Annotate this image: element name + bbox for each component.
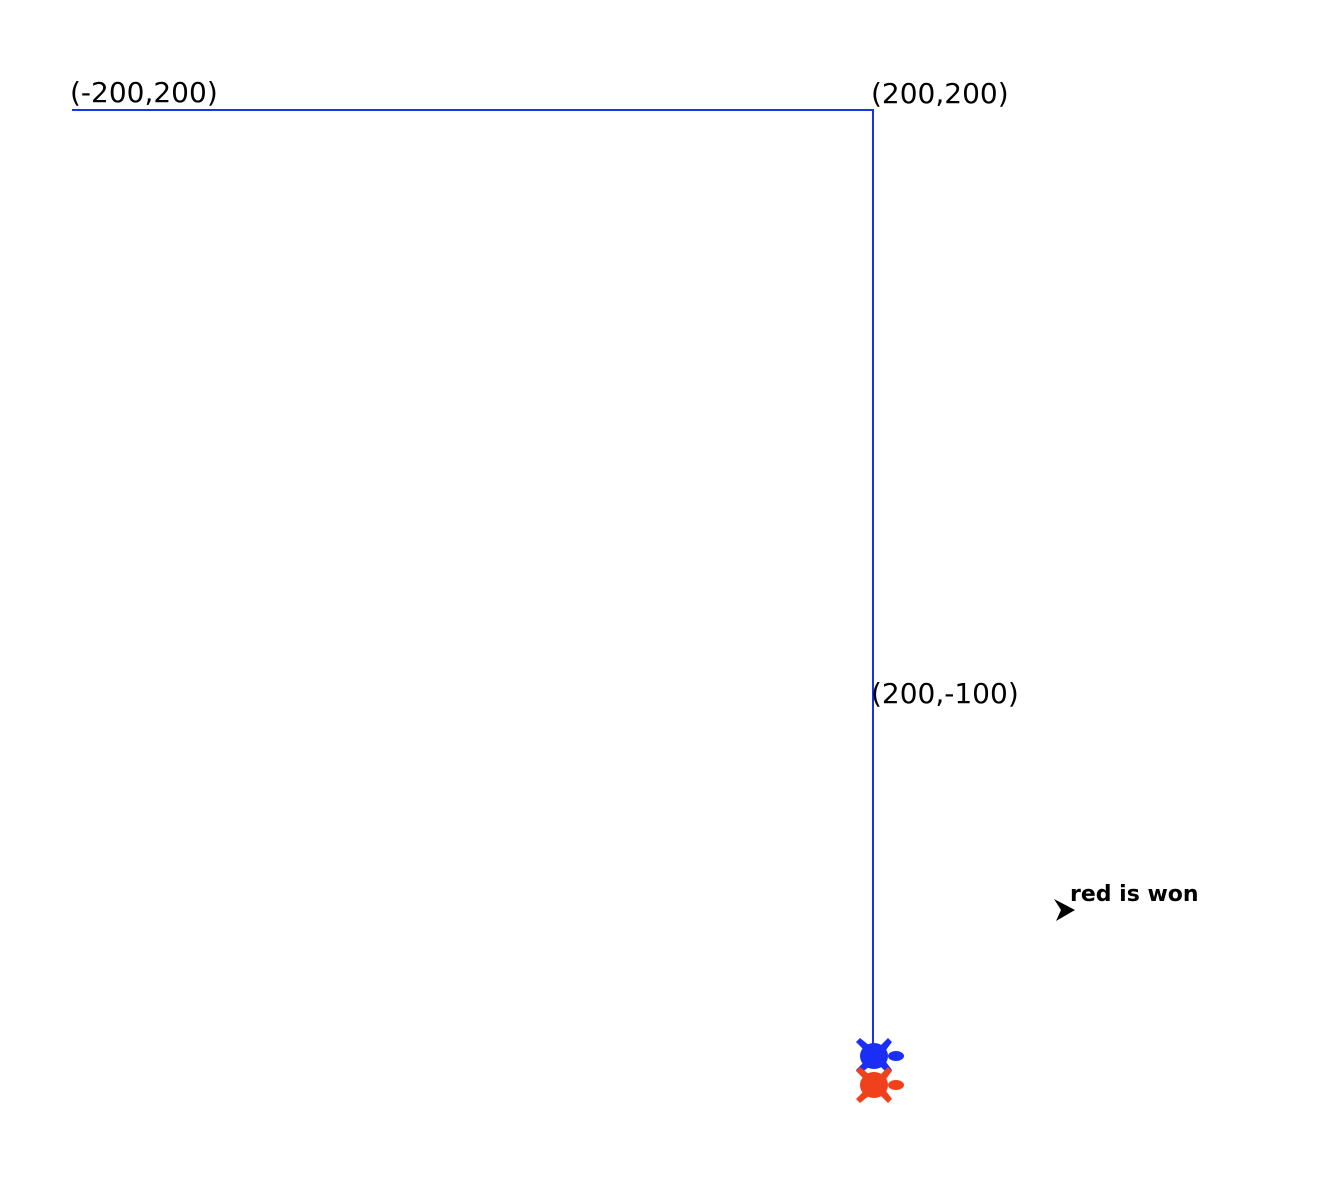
red-turtle-icon [856, 1067, 904, 1103]
blue-turtle-icon [856, 1038, 904, 1074]
track-path [72, 109, 874, 1052]
label-top-right: (200,200) [871, 77, 1009, 110]
label-mid-right: (200,-100) [871, 677, 1019, 710]
arrow-cursor-icon [1054, 899, 1075, 921]
label-top-left: (-200,200) [70, 76, 218, 109]
win-status-text: red is won [1070, 882, 1199, 907]
